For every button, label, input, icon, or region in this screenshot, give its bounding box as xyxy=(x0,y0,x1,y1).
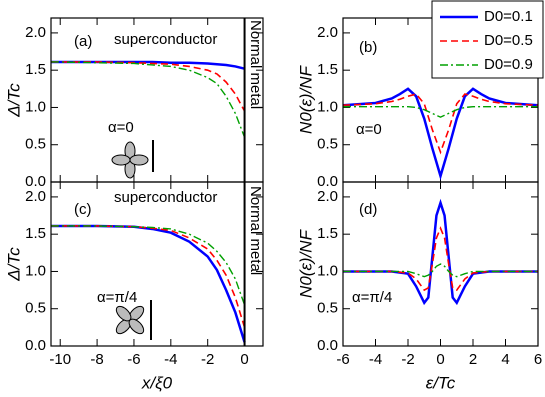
x-tick-label: -2 xyxy=(201,351,214,368)
y-tick-label: 1.0 xyxy=(25,98,46,115)
x-tick-label: 0 xyxy=(240,351,248,368)
plot xyxy=(343,87,538,181)
annotation: superconductor xyxy=(114,189,217,206)
y-tick-label: 1.5 xyxy=(317,61,338,78)
panel-label: (d) xyxy=(359,201,377,218)
y-tick-label: 1.0 xyxy=(317,262,338,279)
line-series xyxy=(343,87,538,181)
legend-label: D0=0.1 xyxy=(484,8,533,25)
y-tick-label: 0.0 xyxy=(25,173,46,190)
x-tick-label: -4 xyxy=(369,351,382,368)
x-tick-label: 4 xyxy=(501,351,509,368)
y-tick-label: 0.5 xyxy=(317,136,338,153)
y-tick-label: 1.5 xyxy=(25,61,46,78)
y-tick-label: 2.0 xyxy=(25,188,46,205)
y-tick-label: 1.5 xyxy=(317,225,338,242)
y-tick-label: 0.5 xyxy=(25,300,46,317)
line-series xyxy=(343,263,538,278)
y-axis-label: Δ/Tc xyxy=(4,247,23,282)
y-tick-label: 1.5 xyxy=(25,225,46,242)
x-tick-label: 6 xyxy=(534,351,542,368)
x-tick-label: 2 xyxy=(469,351,477,368)
line-series xyxy=(51,61,246,112)
frame xyxy=(50,181,264,347)
frame xyxy=(342,181,539,347)
x-tick-label: -2 xyxy=(401,351,414,368)
annotation: Normal metal xyxy=(247,20,264,109)
panel-label: (a) xyxy=(74,33,92,50)
x-tick-label: -8 xyxy=(90,351,103,368)
annotation: α=π/4 xyxy=(352,289,392,306)
panel-label: (c) xyxy=(74,201,92,218)
x-tick-label: -6 xyxy=(336,351,349,368)
x-tick-label: -6 xyxy=(127,351,140,368)
legend-label: D0=0.9 xyxy=(484,56,533,73)
panel-label: (b) xyxy=(359,39,377,56)
legend-box xyxy=(431,0,544,79)
x-tick-label: -10 xyxy=(49,351,71,368)
line-series xyxy=(51,224,246,343)
plot xyxy=(343,198,538,306)
line-series xyxy=(343,93,538,155)
y-tick-label: 2.0 xyxy=(317,188,338,205)
annotation: α=0 xyxy=(108,119,134,136)
plot xyxy=(51,60,246,138)
y-tick-label: 2.0 xyxy=(317,24,338,41)
y-axis-label: N0(ε)/NF xyxy=(296,228,315,298)
y-tick-label: 0.0 xyxy=(25,337,46,354)
x-axis-label: x/ξ0 xyxy=(141,373,173,392)
line-series xyxy=(343,226,538,292)
y-axis-label: N0(ε)/NF xyxy=(296,64,315,134)
line-series xyxy=(51,225,246,328)
line-series xyxy=(343,106,538,118)
x-axis-label: ε/Tc xyxy=(426,373,456,392)
x-tick-label: -4 xyxy=(164,351,177,368)
inset-alpha-pi4 xyxy=(115,305,145,335)
y-tick-label: 0.0 xyxy=(317,173,338,190)
y-tick-label: 0.5 xyxy=(25,136,46,153)
x-tick-label: 0 xyxy=(436,351,444,368)
y-tick-label: 0.5 xyxy=(317,300,338,317)
y-tick-label: 2.0 xyxy=(25,24,46,41)
line-series xyxy=(51,225,246,306)
line-series xyxy=(51,60,245,70)
annotation: Normal metal xyxy=(247,186,264,275)
legend-label: D0=0.5 xyxy=(484,32,533,49)
plot xyxy=(51,224,246,343)
inset-alpha-0 xyxy=(111,140,154,179)
y-tick-label: 1.0 xyxy=(25,262,46,279)
line-series xyxy=(51,61,246,138)
y-tick-label: 0.0 xyxy=(317,337,338,354)
annotation: α=0 xyxy=(356,121,382,138)
y-tick-label: 1.0 xyxy=(317,98,338,115)
line-series xyxy=(343,198,538,306)
y-axis-label: Δ/Tc xyxy=(4,83,23,118)
annotation: α=π/4 xyxy=(97,289,137,306)
annotation: superconductor xyxy=(114,31,217,48)
